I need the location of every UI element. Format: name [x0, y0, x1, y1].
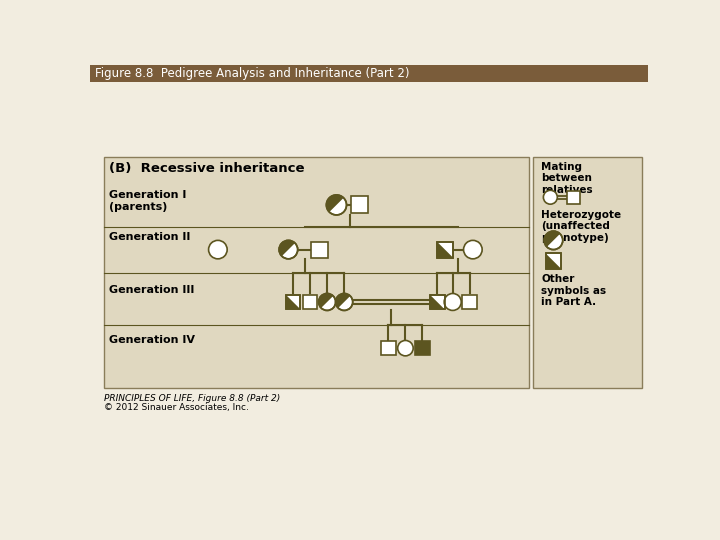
Circle shape	[209, 240, 228, 259]
Text: © 2012 Sinauer Associates, Inc.: © 2012 Sinauer Associates, Inc.	[104, 403, 249, 412]
Wedge shape	[544, 231, 560, 247]
Text: Mating
between
relatives: Mating between relatives	[541, 162, 593, 195]
Text: (B)  Recessive inheritance: (B) Recessive inheritance	[109, 162, 304, 175]
Bar	[311, 241, 328, 258]
Circle shape	[397, 340, 413, 356]
Polygon shape	[546, 253, 561, 269]
Circle shape	[544, 231, 563, 249]
Wedge shape	[279, 240, 295, 256]
Polygon shape	[430, 295, 444, 309]
Circle shape	[336, 294, 353, 310]
Bar	[430, 295, 444, 309]
Text: Generation I
(parents): Generation I (parents)	[109, 190, 186, 212]
Bar	[546, 253, 561, 269]
Wedge shape	[336, 294, 350, 308]
Polygon shape	[286, 295, 300, 309]
Bar	[381, 341, 396, 355]
Wedge shape	[326, 195, 343, 212]
Bar	[567, 191, 580, 204]
Text: Heterozygote
(unaffected
phenotype): Heterozygote (unaffected phenotype)	[541, 210, 621, 243]
Text: Other
symbols as
in Part A.: Other symbols as in Part A.	[541, 274, 606, 307]
Bar	[462, 295, 477, 309]
Wedge shape	[319, 294, 333, 308]
Bar	[302, 295, 318, 309]
Bar	[90, 65, 648, 82]
Bar	[437, 241, 453, 258]
Bar	[437, 241, 453, 258]
Bar	[430, 295, 444, 309]
Polygon shape	[437, 241, 453, 258]
Text: PRINCIPLES OF LIFE, Figure 8.8 (Part 2): PRINCIPLES OF LIFE, Figure 8.8 (Part 2)	[104, 394, 280, 403]
Text: Generation II: Generation II	[109, 232, 190, 242]
Text: Generation IV: Generation IV	[109, 335, 194, 346]
Text: Figure 8.8  Pedigree Analysis and Inheritance (Part 2): Figure 8.8 Pedigree Analysis and Inherit…	[94, 67, 409, 80]
Circle shape	[464, 240, 482, 259]
Bar	[534, 157, 642, 388]
Circle shape	[326, 195, 346, 215]
Circle shape	[444, 294, 462, 310]
Bar	[415, 341, 430, 355]
Text: Generation III: Generation III	[109, 285, 194, 295]
Bar	[104, 157, 528, 388]
Bar	[351, 197, 368, 213]
Circle shape	[319, 294, 336, 310]
Bar	[546, 253, 561, 269]
Circle shape	[544, 190, 557, 204]
Bar	[286, 295, 300, 309]
Circle shape	[279, 240, 297, 259]
Bar	[286, 295, 300, 309]
